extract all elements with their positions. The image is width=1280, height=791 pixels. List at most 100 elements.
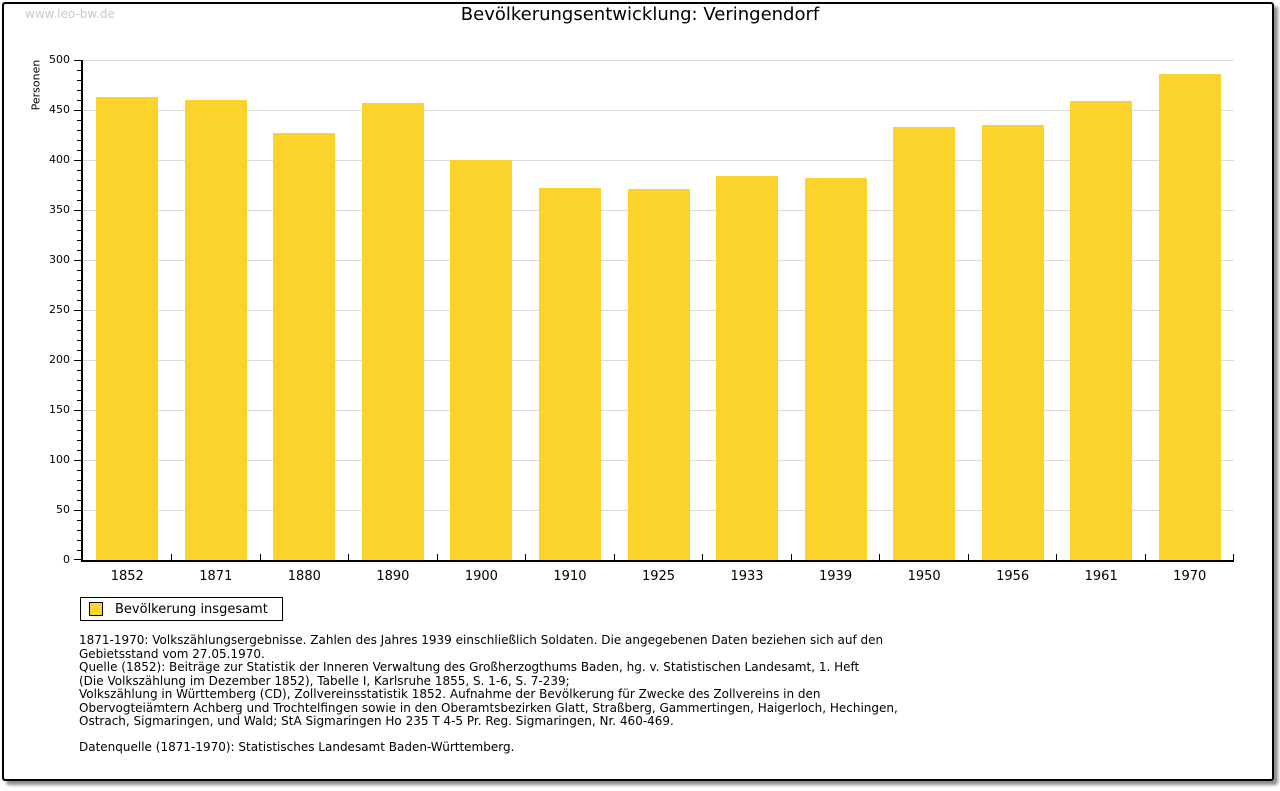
y-tick-label-50: 50 [56, 503, 70, 516]
plot-area: 0 50 100 150 200 250 300 350 400 450 500 1852 1871 18… [49, 53, 1234, 584]
y-minor-tick-10 [77, 550, 81, 551]
x-tick-label-1900: 1900 [464, 569, 498, 584]
x-tick-label-1890: 1890 [376, 569, 410, 584]
y-minor-tick-240 [77, 320, 81, 321]
y-tick-label-250: 250 [49, 303, 70, 316]
y-minor-tick-120 [77, 440, 81, 441]
y-minor-tick-30 [77, 530, 81, 531]
y-major-tick-0 [74, 559, 81, 560]
x-boundary-tick-3 [348, 554, 350, 560]
y-minor-tick-410 [77, 150, 81, 151]
y-minor-tick-340 [77, 220, 81, 221]
y-minor-tick-170 [77, 390, 81, 391]
bar-1961 [1070, 101, 1133, 560]
y-minor-tick-290 [77, 270, 81, 271]
y-minor-tick-390 [77, 170, 81, 171]
y-minor-tick-270 [77, 290, 81, 291]
y-major-tick-350 [74, 210, 81, 211]
y-tick-label-150: 150 [49, 403, 70, 416]
x-boundary-tick-12 [1144, 554, 1146, 560]
y-minor-tick-420 [77, 140, 81, 141]
y-tick-label-400: 400 [49, 153, 70, 166]
bar-1950 [893, 127, 956, 560]
y-minor-tick-210 [77, 350, 81, 351]
x-tick-label-1880: 1880 [287, 569, 321, 584]
x-boundary-tick-8 [790, 554, 792, 560]
footnote-line-1: 1871-1970: Volkszählungsergebnisse. Zahl… [79, 633, 884, 647]
y-tick-label-500: 500 [49, 53, 70, 66]
y-minor-tick-160 [77, 400, 81, 401]
y-minor-tick-440 [77, 120, 81, 121]
y-minor-tick-40 [77, 520, 81, 521]
y-minor-tick-260 [77, 300, 81, 301]
y-tick-label-300: 300 [49, 253, 70, 266]
gridline-450 [83, 110, 1234, 111]
x-tick-label-1925: 1925 [641, 569, 676, 584]
y-minor-tick-470 [77, 90, 81, 91]
x-tick-label-1933: 1933 [730, 569, 764, 584]
y-minor-tick-70 [77, 490, 81, 491]
y-major-tick-100 [74, 460, 81, 461]
x-tick-label-1950: 1950 [907, 569, 941, 584]
bar-1852 [96, 97, 159, 560]
y-minor-tick-330 [77, 230, 81, 231]
footnote-line-3: Quelle (1852): Beiträge zur Statistik de… [79, 660, 860, 674]
x-boundary-tick-4 [436, 554, 438, 560]
y-major-tick-150 [74, 410, 81, 411]
bar-1970 [1158, 74, 1221, 560]
legend-swatch-icon [89, 602, 103, 616]
y-tick-label-200: 200 [49, 353, 70, 366]
y-major-tick-400 [74, 160, 81, 161]
bar-1880 [273, 133, 336, 560]
x-boundary-tick-13 [1232, 554, 1234, 560]
x-tick-label-1910: 1910 [553, 569, 587, 584]
bar-1900 [450, 160, 513, 560]
chart-title: Bevölkerungsentwicklung: Veringendorf [460, 4, 820, 25]
watermark-leo-bw: www.leo-bw.de [25, 7, 115, 21]
footnote-line-7: Ostrach, Sigmaringen, und Wald; StA Sigm… [79, 714, 674, 728]
bar-1956 [981, 125, 1044, 560]
y-minor-tick-380 [77, 180, 81, 181]
bar-1939 [804, 178, 867, 560]
bar-1871 [184, 100, 247, 560]
y-major-tick-250 [74, 310, 81, 311]
y-minor-tick-140 [77, 420, 81, 421]
y-minor-tick-60 [77, 500, 81, 501]
y-minor-tick-310 [77, 250, 81, 251]
y-minor-tick-480 [77, 80, 81, 81]
bar-1890 [361, 103, 424, 560]
datasource-line: Datenquelle (1871-1970): Statistisches L… [79, 740, 515, 754]
x-tick-label-1852: 1852 [110, 569, 144, 584]
y-major-tick-300 [74, 260, 81, 261]
y-major-tick-50 [74, 510, 81, 511]
y-major-tick-200 [74, 360, 81, 361]
y-minor-tick-280 [77, 280, 81, 281]
y-minor-tick-220 [77, 340, 81, 341]
legend-box: Bevölkerung insgesamt [80, 597, 283, 621]
footnote-line-2: Gebietsstand vom 27.05.1970. [79, 646, 265, 661]
x-tick-label-1970: 1970 [1173, 569, 1207, 584]
y-minor-tick-370 [77, 190, 81, 191]
x-boundary-tick-1 [171, 554, 173, 560]
y-minor-tick-230 [77, 330, 81, 331]
y-minor-tick-360 [77, 200, 81, 201]
y-tick-label-450: 450 [49, 103, 70, 116]
y-tick-label-100: 100 [49, 453, 70, 466]
y-minor-tick-320 [77, 240, 81, 241]
bar-1933 [716, 176, 779, 560]
y-tick-label-0: 0 [63, 553, 70, 566]
y-minor-tick-20 [77, 540, 81, 541]
gridline-400 [83, 160, 1234, 161]
y-major-tick-450 [74, 110, 81, 111]
x-boundary-tick-10 [967, 554, 969, 560]
footnote-block: 1871-1970: Volkszählungsergebnisse. Zahl… [79, 633, 898, 729]
y-minor-tick-90 [77, 470, 81, 471]
y-minor-tick-130 [77, 430, 81, 431]
y-minor-tick-110 [77, 450, 81, 451]
y-minor-tick-430 [77, 130, 81, 131]
footnote-line-5: Volkszählung in Württemberg (CD), Zollve… [79, 687, 821, 701]
footnote-line-4: (Die Volkszählung im Dezember 1852), Tab… [79, 673, 570, 688]
x-boundary-tick-9 [879, 554, 881, 560]
gridline-500 [83, 60, 1234, 61]
bar-1910 [538, 188, 601, 560]
